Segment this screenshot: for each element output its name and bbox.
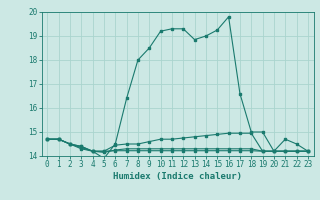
X-axis label: Humidex (Indice chaleur): Humidex (Indice chaleur) bbox=[113, 172, 242, 181]
